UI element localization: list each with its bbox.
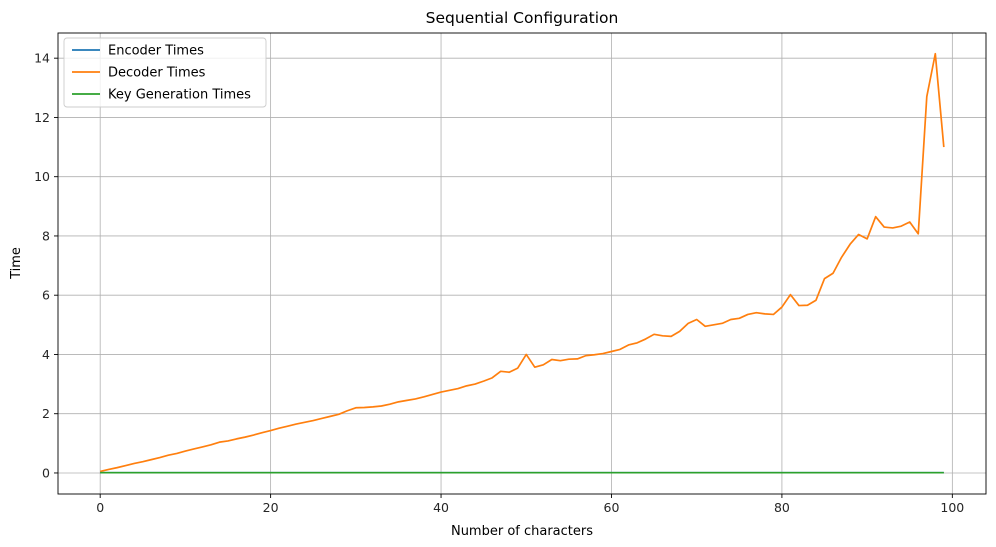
y-tick-label: 2 xyxy=(42,406,50,421)
plot-frame xyxy=(57,32,987,495)
chart-title: Sequential Configuration xyxy=(426,9,619,27)
x-tick-label: 80 xyxy=(774,500,790,515)
legend-entry-label: Key Generation Times xyxy=(108,88,251,103)
x-tick-label: 40 xyxy=(433,500,449,515)
y-tick-label: 12 xyxy=(34,110,50,125)
legend-entry-label: Encoder Times xyxy=(108,44,204,59)
x-tick-label: 20 xyxy=(263,500,279,515)
y-tick-label: 8 xyxy=(42,228,50,243)
legend-frame xyxy=(63,37,267,108)
x-tick-label: 0 xyxy=(96,500,104,515)
series-layer xyxy=(99,52,945,474)
y-tick-label: 4 xyxy=(42,347,50,362)
x-tick-label: 100 xyxy=(940,500,964,515)
y-axis-label: Time xyxy=(9,247,24,280)
y-tick-label: 0 xyxy=(42,465,50,480)
legend: Encoder Times Decoder Times Key Generation… xyxy=(63,37,267,108)
y-tick-label: 14 xyxy=(34,51,50,66)
x-tick-label: 60 xyxy=(604,500,620,515)
legend-entry-label: Decoder Times xyxy=(108,66,206,81)
y-tick-label: 10 xyxy=(34,169,50,184)
x-axis-label: Number of characters xyxy=(451,524,593,539)
y-axis-ticks: 0 2 4 6 8 10 12 14 xyxy=(34,51,58,480)
series-line-1 xyxy=(99,52,945,473)
x-axis-ticks: 0 20 40 60 80 100 xyxy=(96,494,964,515)
y-tick-label: 6 xyxy=(42,288,50,303)
